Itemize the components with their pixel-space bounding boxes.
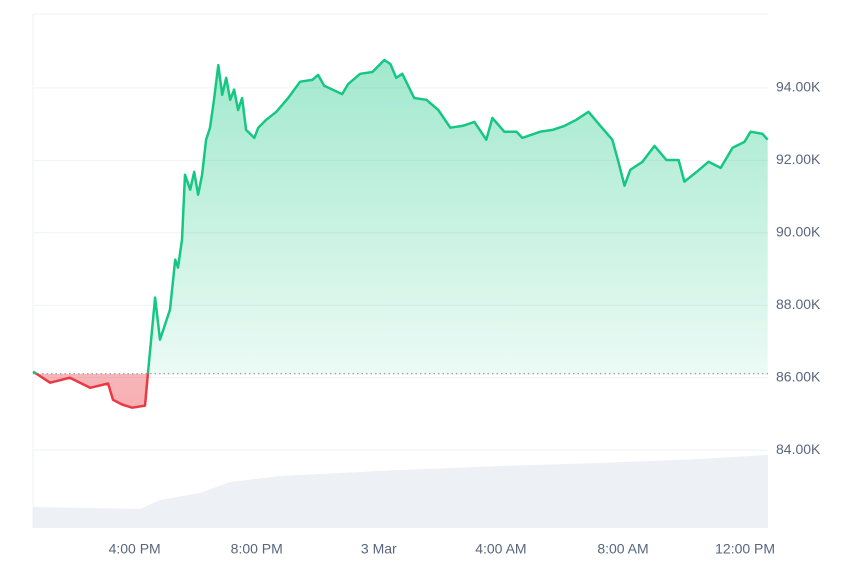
volume-backdrop — [33, 455, 768, 528]
y-tick-label: 92.00K — [776, 151, 821, 167]
y-tick-label: 88.00K — [776, 296, 821, 312]
y-tick-label: 94.00K — [776, 79, 821, 95]
y-tick-label: 86.00K — [776, 368, 821, 384]
x-tick-label: 8:00 AM — [597, 541, 648, 557]
x-tick-label: 4:00 PM — [109, 541, 161, 557]
price-line — [32, 58, 769, 409]
x-tick-label: 4:00 AM — [475, 541, 526, 557]
y-tick-label: 90.00K — [776, 223, 821, 239]
x-tick-label: 12:00 PM — [715, 541, 775, 557]
x-tick-label: 3 Mar — [361, 541, 397, 557]
x-tick-label: 8:00 PM — [231, 541, 283, 557]
y-tick-label: 84.00K — [776, 441, 821, 457]
area-above — [33, 60, 768, 374]
area-below — [36, 373, 148, 408]
